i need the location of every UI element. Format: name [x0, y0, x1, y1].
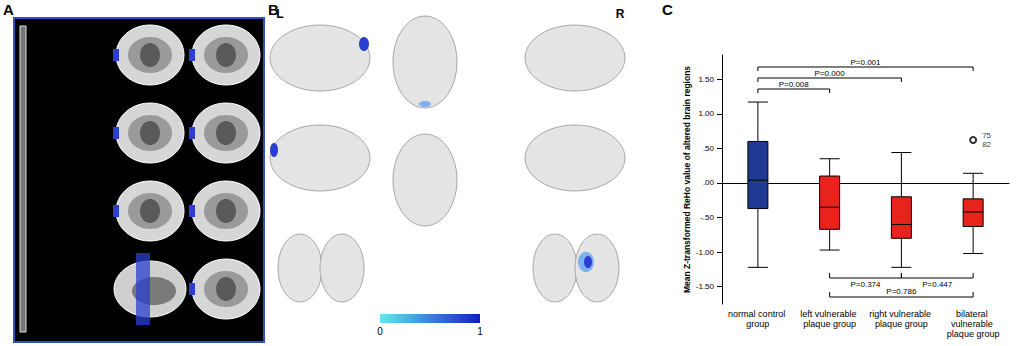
svg-text:L: L — [276, 7, 283, 21]
svg-text:vulnerable: vulnerable — [951, 319, 995, 329]
svg-text:normal control: normal control — [728, 309, 788, 319]
svg-text:P=0.001: P=0.001 — [850, 58, 881, 67]
svg-text:C: C — [662, 1, 673, 18]
svg-text:75: 75 — [982, 131, 991, 140]
svg-text:right vulnerable: right vulnerable — [869, 309, 933, 319]
svg-text:-.50: -.50 — [700, 213, 714, 222]
svg-text:Mean Z-transformed ReHo value: Mean Z-transformed ReHo value of altered… — [682, 66, 692, 293]
svg-text:1.50: 1.50 — [698, 75, 714, 84]
svg-text:1.00: 1.00 — [698, 109, 714, 118]
svg-text:P=0.374: P=0.374 — [850, 280, 881, 289]
svg-text:P=0.000: P=0.000 — [815, 69, 846, 78]
svg-text:plaque group: plaque group — [947, 329, 1000, 339]
svg-text:-1.50: -1.50 — [696, 282, 715, 291]
svg-text:A: A — [3, 1, 14, 18]
svg-text:.00: .00 — [703, 178, 715, 187]
svg-text:P=0.786: P=0.786 — [886, 287, 917, 296]
svg-text:P=0.008: P=0.008 — [779, 80, 810, 89]
svg-text:1: 1 — [477, 326, 483, 337]
svg-text:.50: .50 — [703, 144, 715, 153]
svg-text:plaque group: plaque group — [803, 319, 856, 329]
svg-text:R: R — [616, 7, 625, 21]
svg-text:82: 82 — [982, 140, 991, 149]
svg-text:bilateral: bilateral — [956, 309, 990, 319]
svg-text:-1.00: -1.00 — [696, 248, 715, 257]
svg-text:group: group — [746, 319, 769, 329]
svg-text:left vulnerable: left vulnerable — [800, 309, 859, 319]
svg-text:B: B — [268, 1, 279, 18]
svg-text:0: 0 — [377, 326, 383, 337]
svg-text:P=0.447: P=0.447 — [922, 280, 953, 289]
svg-text:plaque group: plaque group — [875, 319, 928, 329]
